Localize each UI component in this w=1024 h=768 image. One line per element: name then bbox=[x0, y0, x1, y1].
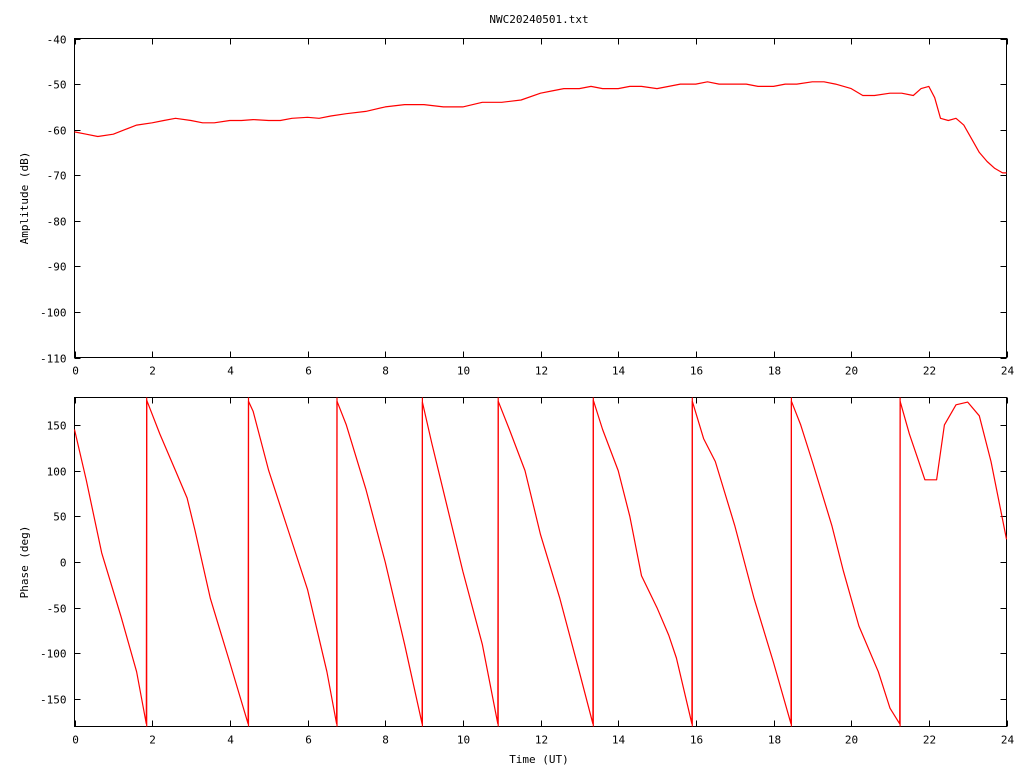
phase-x-tick-label: 16 bbox=[690, 734, 703, 747]
amplitude-panel: Amplitude (dB) 0 2 4 6 8 10 12 14 16 18 20 22 24-110… bbox=[18, 34, 1014, 378]
phase-wrap-lines bbox=[146, 397, 901, 727]
amplitude-x-tick-label: 10 bbox=[457, 365, 470, 378]
amplitude-x-tick-label: 8 bbox=[382, 365, 389, 378]
amplitude-y-tick-label: -90 bbox=[47, 261, 67, 274]
phase-x-tick-label: 20 bbox=[845, 734, 858, 747]
amplitude-x-tick-label: 12 bbox=[535, 365, 548, 378]
phase-y-tick-label: -150 bbox=[40, 694, 67, 707]
phase-x-tick-label: 4 bbox=[227, 734, 234, 747]
amplitude-y-tick-label: -40 bbox=[47, 34, 67, 47]
phase-panel: Phase (deg) Time (UT) 0 2 4 6 8 10 12 14 16 18 20 2… bbox=[18, 397, 1015, 766]
phase-x-tick-label: 14 bbox=[612, 734, 626, 747]
phase-x-tick-label: 12 bbox=[535, 734, 548, 747]
phase-x-tick-label: 22 bbox=[923, 734, 936, 747]
phase-y-tick-label: 0 bbox=[60, 557, 67, 570]
phase-y-tick-label: 50 bbox=[53, 511, 66, 524]
chart-title: NWC20240501.txt bbox=[489, 13, 588, 26]
amplitude-axes: 0 2 4 6 8 10 12 14 16 18 20 22 24-110-100-90-80-70-6… bbox=[40, 34, 1014, 378]
phase-y-axis-label: Phase (deg) bbox=[18, 526, 31, 599]
phase-y-tick-label: 100 bbox=[47, 466, 67, 479]
phase-x-tick-label: 6 bbox=[305, 734, 312, 747]
phase-y-tick-label: -50 bbox=[47, 603, 67, 616]
amplitude-x-tick-label: 24 bbox=[1001, 365, 1015, 378]
phase-y-tick-label: 150 bbox=[47, 420, 67, 433]
amplitude-y-tick-label: -60 bbox=[47, 125, 67, 138]
amplitude-y-tick-label: -70 bbox=[47, 170, 67, 183]
phase-plot-frame bbox=[74, 397, 1007, 727]
phase-x-tick-label: 18 bbox=[768, 734, 781, 747]
phase-y-tick-label: -100 bbox=[40, 648, 67, 661]
phase-trace bbox=[73, 399, 1008, 725]
amplitude-x-tick-label: 20 bbox=[845, 365, 858, 378]
amplitude-x-tick-label: 16 bbox=[690, 365, 703, 378]
amplitude-y-tick-label: -50 bbox=[47, 79, 67, 92]
time-x-axis-label: Time (UT) bbox=[509, 753, 569, 766]
amplitude-y-tick-label: -100 bbox=[40, 307, 67, 320]
amplitude-x-tick-label: 22 bbox=[923, 365, 936, 378]
phase-x-tick-label: 2 bbox=[149, 734, 156, 747]
amplitude-x-tick-label: 14 bbox=[612, 365, 626, 378]
amplitude-x-tick-label: 4 bbox=[227, 365, 234, 378]
amplitude-x-tick-label: 18 bbox=[768, 365, 781, 378]
phase-x-tick-label: 8 bbox=[382, 734, 389, 747]
amplitude-trace bbox=[74, 81, 1007, 174]
phase-x-tick-label: 10 bbox=[457, 734, 470, 747]
amplitude-x-tick-label: 2 bbox=[149, 365, 156, 378]
phase-x-tick-label: 0 bbox=[72, 734, 79, 747]
amplitude-y-tick-label: -80 bbox=[47, 216, 67, 229]
phase-axes: 0 2 4 6 8 10 12 14 16 18 20 22 24-150-100-5005010015… bbox=[40, 397, 1015, 747]
amplitude-y-axis-label: Amplitude (dB) bbox=[18, 152, 31, 245]
amplitude-x-tick-label: 0 bbox=[72, 365, 79, 378]
phase-x-tick-label: 24 bbox=[1001, 734, 1015, 747]
amplitude-y-tick-label: -110 bbox=[40, 353, 67, 366]
amplitude-x-tick-label: 6 bbox=[305, 365, 312, 378]
amplitude-plot-frame bbox=[74, 38, 1007, 358]
